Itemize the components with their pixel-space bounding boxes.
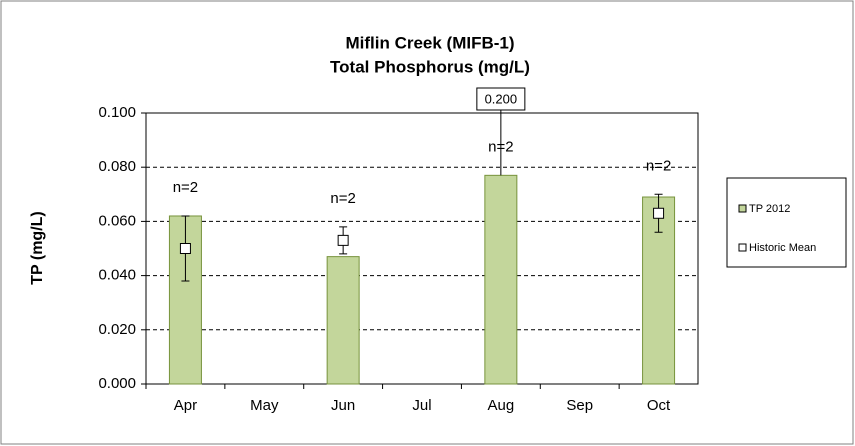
x-tick-label: Oct — [647, 397, 671, 414]
mean-marker — [653, 207, 665, 219]
y-axis-label: TP (mg/L) — [29, 211, 46, 284]
sample-label: n=2 — [330, 190, 355, 207]
legend-swatch — [738, 204, 747, 213]
x-tick-label: May — [250, 397, 279, 414]
y-tick-label: 0.060 — [98, 212, 136, 229]
legend-label: TP 2012 — [749, 203, 790, 215]
annotation: 0.200 — [485, 91, 518, 106]
legend-label: Historic Mean — [749, 242, 816, 254]
y-tick-label: 0.040 — [98, 267, 136, 284]
y-tick-label: 0.100 — [98, 104, 136, 121]
bar — [326, 256, 360, 385]
y-tick-label: 0.080 — [98, 158, 136, 175]
sample-label: n=2 — [646, 157, 671, 174]
y-tick-label: 0.000 — [98, 375, 136, 392]
legend-swatch — [738, 243, 747, 252]
x-tick-label: Jun — [331, 397, 355, 414]
legend — [726, 177, 847, 268]
x-tick-label: Sep — [566, 397, 593, 414]
x-tick-label: Aug — [488, 397, 515, 414]
mean-marker — [179, 243, 191, 254]
mean-marker — [337, 234, 349, 246]
x-tick-label: Jul — [412, 397, 431, 414]
chart-title: Total Phosphorus (mg/L) — [330, 57, 530, 76]
bar — [484, 174, 518, 385]
chart-title: Miflin Creek (MIFB-1) — [345, 33, 514, 52]
y-tick-label: 0.020 — [98, 321, 136, 338]
plot-area — [145, 112, 699, 385]
sample-label: n=2 — [173, 179, 198, 196]
annotation-box — [476, 87, 526, 111]
x-tick-label: Apr — [174, 397, 197, 414]
